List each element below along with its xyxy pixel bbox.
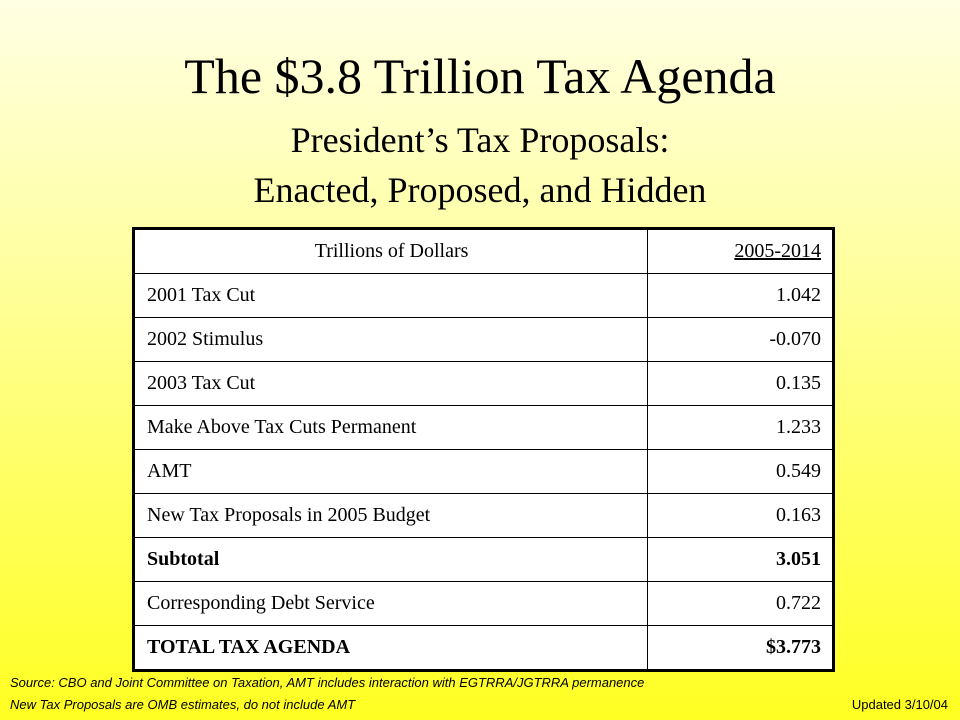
table-row: 2001 Tax Cut 1.042: [133, 273, 833, 318]
row-label: New Tax Proposals in 2005 Budget: [133, 493, 649, 538]
subtotal-row: Subtotal 3.051: [133, 537, 833, 582]
subtitle-line-1: President’s Tax Proposals:: [290, 120, 670, 160]
total-row: TOTAL TAX AGENDA $3.773: [133, 625, 833, 670]
row-value: 1.233: [647, 405, 833, 450]
row-value: 1.042: [647, 273, 833, 318]
row-label: 2002 Stimulus: [133, 317, 649, 362]
row-label: Make Above Tax Cuts Permanent: [133, 405, 649, 450]
updated-date: Updated 3/10/04: [851, 697, 948, 712]
page-title: The $3.8 Trillion Tax Agenda: [184, 48, 776, 104]
table-row: New Tax Proposals in 2005 Budget 0.163: [133, 493, 833, 538]
row-value: -0.070: [647, 317, 833, 362]
row-value: 3.051: [647, 537, 833, 582]
row-value: 0.549: [647, 449, 833, 494]
tax-agenda-table: Trillions of Dollars 2005-2014 2001 Tax …: [132, 227, 835, 672]
estimates-footnote: New Tax Proposals are OMB estimates, do …: [10, 697, 356, 712]
header-label-cell: Trillions of Dollars: [133, 229, 649, 274]
header-period-cell: 2005-2014: [647, 229, 833, 274]
table-row: AMT 0.549: [133, 449, 833, 494]
row-label: TOTAL TAX AGENDA: [133, 625, 649, 670]
table-header-row: Trillions of Dollars 2005-2014: [133, 229, 833, 274]
row-label: Subtotal: [133, 537, 649, 582]
row-value: $3.773: [647, 625, 833, 670]
table-row: Corresponding Debt Service 0.722: [133, 581, 833, 626]
source-footnote: Source: CBO and Joint Committee on Taxat…: [10, 675, 645, 690]
row-value: 0.722: [647, 581, 833, 626]
row-value: 0.135: [647, 361, 833, 406]
row-label: AMT: [133, 449, 649, 494]
table-row: 2002 Stimulus -0.070: [133, 317, 833, 362]
row-value: 0.163: [647, 493, 833, 538]
subtitle-line-2: Enacted, Proposed, and Hidden: [253, 170, 707, 210]
row-label: 2003 Tax Cut: [133, 361, 649, 406]
row-label: 2001 Tax Cut: [133, 273, 649, 318]
table-row: Make Above Tax Cuts Permanent 1.233: [133, 405, 833, 450]
table-row: 2003 Tax Cut 0.135: [133, 361, 833, 406]
row-label: Corresponding Debt Service: [133, 581, 649, 626]
